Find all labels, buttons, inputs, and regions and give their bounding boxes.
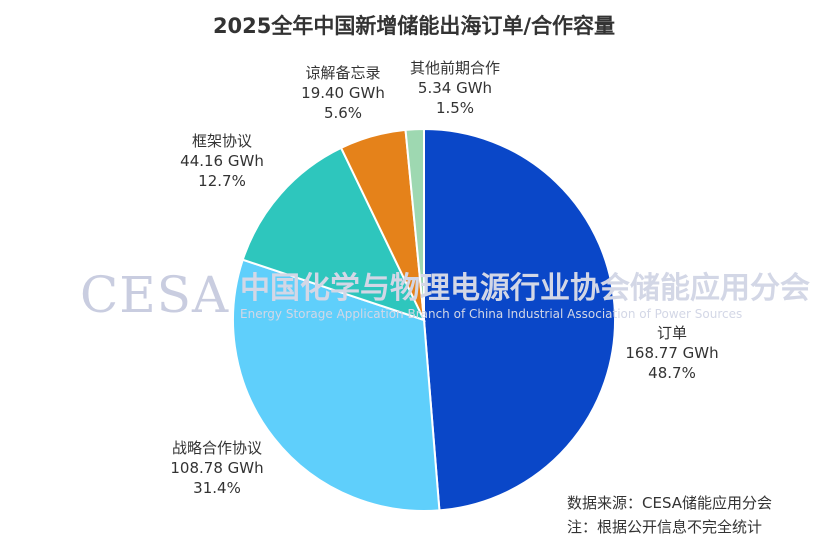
pie-slice-3 (241, 146, 426, 322)
slice-label-1: 订单 168.77 GWh 48.7% (625, 324, 718, 382)
source-note: 数据来源：CESA储能应用分会 (567, 494, 772, 512)
watermark-en: Energy Storage Application Branch of Chi… (240, 307, 742, 321)
pie-slices (232, 127, 617, 512)
slice-label-2: 战略合作协议 108.78 GWh 31.4% (170, 439, 263, 497)
pie-slice-5 (404, 127, 425, 321)
pie-slice-1 (423, 127, 617, 512)
watermark-logo: CESA (80, 266, 229, 324)
slice-label-3: 框架协议 44.16 GWh 12.7% (180, 132, 264, 190)
pie-slice-2 (232, 258, 441, 512)
footnote: 注：根据公开信息不完全统计 (567, 518, 762, 536)
watermark: CESA 中国化学与物理电源行业协会储能应用分会 Energy Storage … (80, 266, 810, 324)
chart-title: 2025全年中国新增储能出海订单/合作容量 (213, 14, 615, 38)
watermark-cn: 中国化学与物理电源行业协会储能应用分会 (240, 271, 810, 306)
slice-label-4: 谅解备忘录 19.40 GWh 5.6% (301, 64, 385, 122)
slice-labels: 订单 168.77 GWh 48.7% 战略合作协议 108.78 GWh 31.4% 框架… (170, 59, 718, 497)
slice-label-5: 其他前期合作 5.34 GWh 1.5% (410, 59, 500, 117)
